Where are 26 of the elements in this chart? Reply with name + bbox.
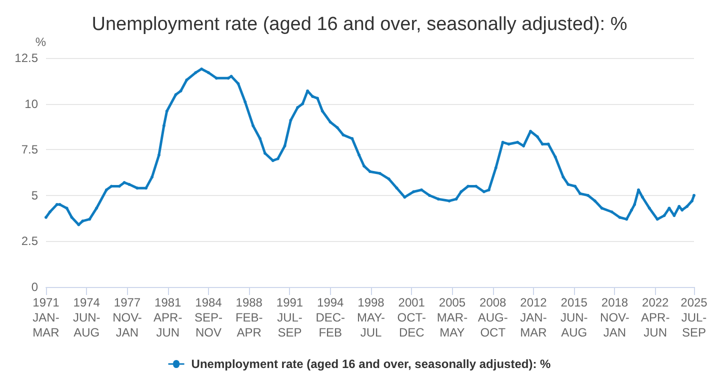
x-tick-label: 2022 APR- JUN — [641, 296, 670, 340]
y-tick-label: 12.5 — [14, 51, 38, 65]
y-tick-label: 0 — [31, 280, 38, 294]
chart-title: Unemployment rate (aged 16 and over, seasonally adjusted): % — [92, 14, 628, 35]
x-tick-label: 2018 NOV- JAN — [600, 296, 630, 340]
x-tick-label: 2025 JUL- SEP — [680, 296, 708, 340]
x-tick-label: 1984 SEP- NOV — [194, 296, 223, 340]
x-tick-label: 1988 FEB- APR — [235, 296, 263, 340]
x-tick-label: 2008 AUG- OCT — [478, 296, 508, 340]
x-tick-label: 2005 MAR- MAY — [436, 296, 468, 340]
x-tick-label: 1971 JAN- MAR — [32, 296, 60, 340]
y-tick-label: 2.5 — [21, 234, 38, 248]
x-tick-label: 1977 NOV- JAN — [112, 296, 142, 340]
x-tick-label: 1974 JUN- AUG — [72, 296, 100, 340]
x-tick-label: 1991 JUL- SEP — [276, 296, 304, 340]
y-axis-title: % — [35, 35, 46, 49]
legend-label: Unemployment rate (aged 16 and over, seasonally adjusted): % — [191, 357, 552, 371]
x-tick-label: 1981 APR- JUN — [154, 296, 182, 340]
y-tick-label: 5 — [31, 188, 38, 202]
x-tick-label: 1998 MAY- JUL — [356, 296, 385, 340]
x-tick-label: 2015 JUN- AUG — [560, 296, 588, 340]
y-tick-label: 10 — [24, 96, 38, 111]
x-tick-label: 1994 DEC- FEB — [316, 296, 346, 340]
x-tick-label: 2001 OCT- DEC — [397, 296, 426, 340]
y-tick-label: 7.5 — [21, 142, 38, 157]
x-tick-label: 2012 JAN- MAR — [520, 296, 548, 340]
